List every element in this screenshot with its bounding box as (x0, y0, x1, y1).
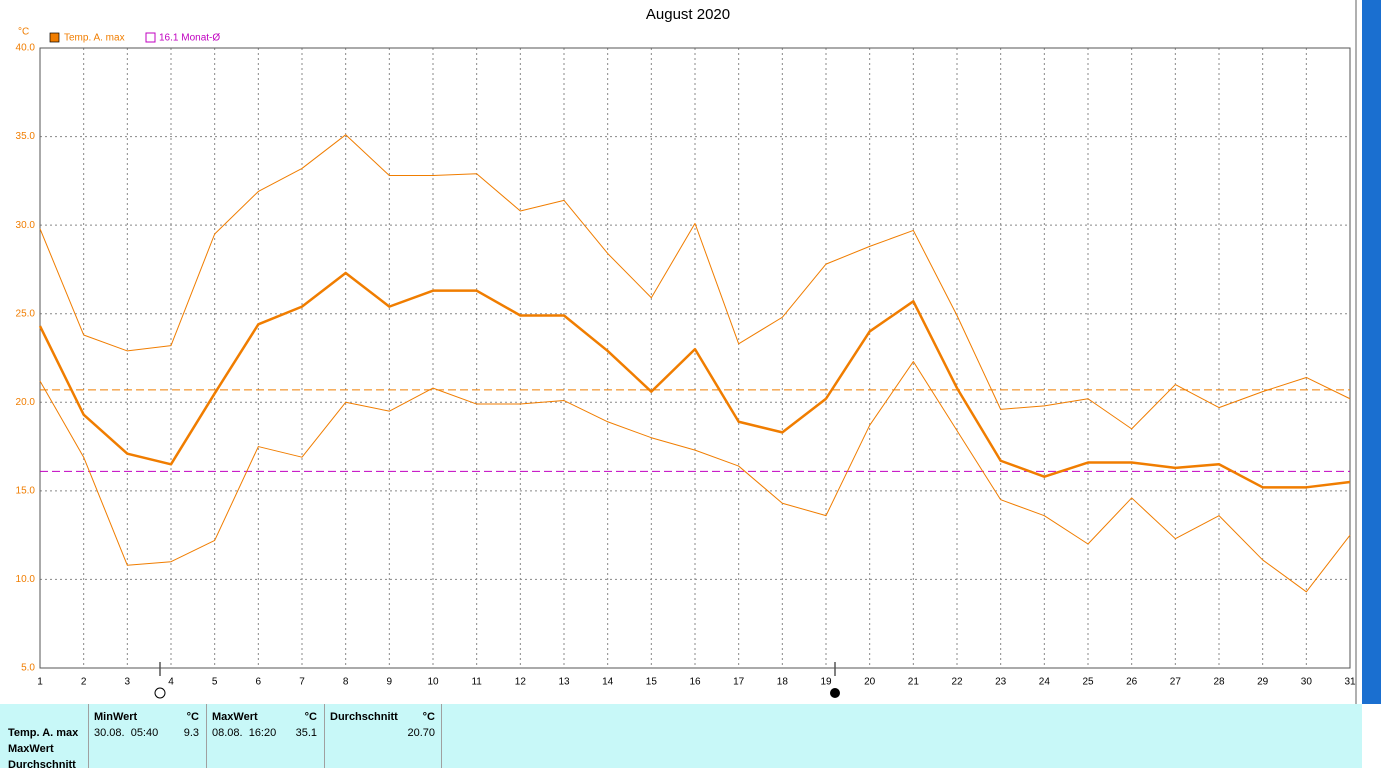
separator (441, 704, 442, 768)
x-tick-label: 1 (37, 677, 43, 688)
legend-label: 16.1 Monat-Ø (159, 33, 220, 44)
x-tick-label: 30 (1301, 677, 1313, 688)
x-tick-label: 14 (602, 677, 614, 688)
x-tick-label: 11 (471, 677, 482, 688)
y-tick-label: 20.0 (16, 397, 36, 408)
x-tick-label: 6 (256, 677, 262, 688)
header: °C (422, 711, 435, 723)
x-tick-label: 27 (1170, 677, 1182, 688)
x-tick-label: 24 (1039, 677, 1051, 688)
x-tick-label: 5 (212, 677, 218, 688)
y-unit: °C (18, 27, 29, 38)
cell: 08.08. 16:20 (212, 727, 277, 739)
cell: 35.1 (295, 727, 317, 739)
y-tick-label: 10.0 (16, 574, 36, 585)
desktop-strip (1362, 0, 1381, 704)
full-moon-icon (154, 687, 166, 699)
x-tick-label: 8 (343, 677, 349, 688)
header: °C (186, 711, 199, 723)
new-moon-icon (830, 688, 840, 698)
x-tick-label: 29 (1257, 677, 1269, 688)
row-label: Durchschnitt (8, 759, 76, 768)
x-tick-label: 15 (646, 677, 658, 688)
x-tick-label: 21 (908, 677, 920, 688)
header: MaxWert (212, 711, 258, 723)
row-label: MaxWert (8, 743, 54, 755)
y-tick-label: 35.0 (16, 131, 36, 142)
stats-table: MinWert °C MaxWert °C Durchschnitt °C Te… (0, 704, 1362, 768)
x-tick-label: 31 (1344, 677, 1356, 688)
x-tick-label: 18 (777, 677, 789, 688)
data-line (39, 134, 1351, 430)
plot-frame (39, 47, 1351, 669)
legend-swatch (49, 32, 60, 43)
x-tick-label: 22 (951, 677, 963, 688)
chart-title: August 2020 (646, 6, 730, 23)
x-tick-label: 2 (81, 677, 87, 688)
separator (324, 704, 325, 768)
row-label: Temp. A. max (8, 727, 79, 739)
x-tick-label: 9 (387, 677, 393, 688)
x-tick-label: 7 (299, 677, 305, 688)
data-line (38, 271, 1351, 489)
cell: 9.3 (183, 727, 199, 739)
y-tick-label: 15.0 (16, 485, 36, 496)
y-tick-label: 25.0 (16, 308, 36, 319)
x-tick-label: 28 (1213, 677, 1225, 688)
x-tick-label: 19 (820, 677, 832, 688)
x-tick-label: 4 (168, 677, 174, 688)
y-tick-label: 40.0 (16, 43, 36, 54)
cell: 30.08. 05:40 (94, 727, 159, 739)
header: MinWert (94, 711, 138, 723)
header: Durchschnitt (330, 711, 398, 723)
x-tick-label: 16 (689, 677, 701, 688)
x-tick-label: 17 (733, 677, 745, 688)
header: °C (304, 711, 317, 723)
separator (88, 704, 89, 768)
x-tick-label: 3 (125, 677, 131, 688)
cell: 20.70 (407, 727, 435, 739)
x-tick-label: 10 (427, 677, 439, 688)
y-tick-label: 30.0 (16, 220, 36, 231)
data-line (39, 361, 1351, 593)
x-tick-label: 20 (864, 677, 876, 688)
separator (206, 704, 207, 768)
legend-swatch (145, 32, 156, 43)
x-tick-label: 13 (558, 677, 570, 688)
x-tick-label: 25 (1082, 677, 1094, 688)
x-tick-label: 26 (1126, 677, 1138, 688)
legend-label: Temp. A. max (64, 33, 125, 44)
x-tick-label: 12 (515, 677, 527, 688)
x-tick-label: 23 (995, 677, 1007, 688)
chart: August 2020 °C Temp. A. max 16.1 Monat-Ø… (16, 0, 1381, 704)
y-tick-label: 5.0 (21, 663, 35, 674)
